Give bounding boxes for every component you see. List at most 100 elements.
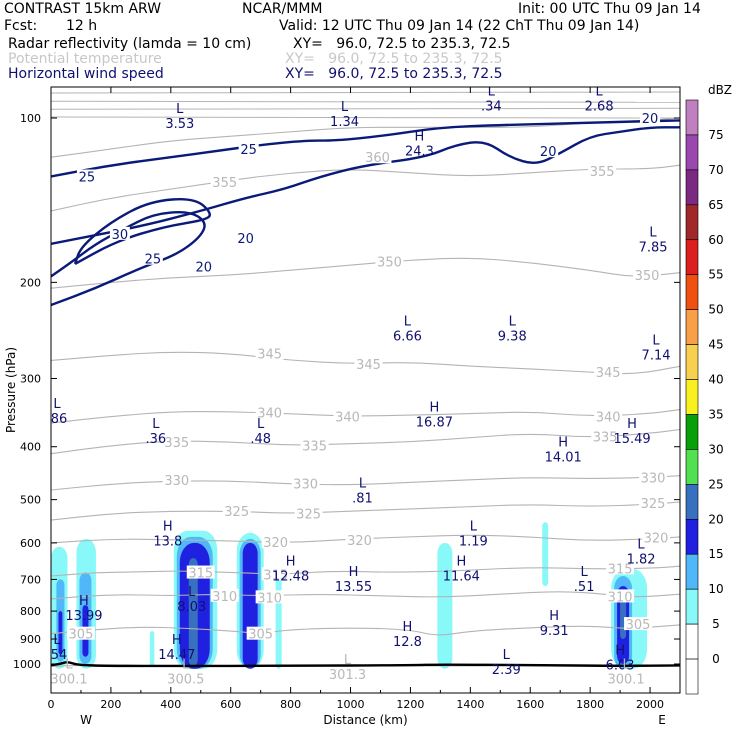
wind-label: 20 xyxy=(540,145,557,160)
x-tick-label: 200 xyxy=(100,698,121,711)
init-time: Init: 00 UTC Thu 09 Jan 14 xyxy=(518,1,701,17)
theta-label-bg xyxy=(642,530,671,544)
theta-label-bg xyxy=(591,429,620,443)
plot-frame xyxy=(50,86,681,694)
y-tick-label: 800 xyxy=(20,605,41,618)
theta-label-bg xyxy=(255,590,284,604)
theta-label-bg xyxy=(300,438,329,452)
theta-label: 315 xyxy=(608,562,633,577)
wind-contour xyxy=(51,211,206,307)
extremum-value: 7.85 xyxy=(639,241,668,256)
extremum-value: .51 xyxy=(574,580,595,595)
colorbar-band xyxy=(685,274,699,310)
theta-label-bg xyxy=(345,533,374,547)
colorbar-band xyxy=(685,239,699,276)
extremum-value: 1.82 xyxy=(627,553,656,568)
extremum-value: 13.99 xyxy=(65,609,102,624)
extremum-value: .36 xyxy=(145,432,166,447)
colorbar-band xyxy=(685,414,699,450)
theta-label-bg xyxy=(255,405,284,419)
theta-label: 330 xyxy=(293,477,318,492)
field-xy-reflectivity: XY= 96.0, 72.5 to 235.3, 72.5 xyxy=(293,36,511,52)
wind-label-bg xyxy=(238,142,259,156)
y-tick-label: 200 xyxy=(20,276,41,289)
reflectivity-cell xyxy=(149,630,155,667)
x-tick-label: 1000 xyxy=(337,698,365,711)
axes: 0 200 400 600 800 1000 1200 1400 1600 1800 2000 100… xyxy=(4,86,681,727)
colorbar-label: 30 xyxy=(708,442,723,456)
theta-contour xyxy=(51,624,680,636)
plot-area: 305 305 305 310 310 310 315 315 315 320 320 320 325 3… xyxy=(47,2,680,688)
wind-label-bg xyxy=(76,169,97,183)
colorbar-label: 40 xyxy=(708,373,723,387)
wind-label-bg xyxy=(142,251,163,265)
y-tick-label: 100 xyxy=(20,112,41,125)
extremum-type: L xyxy=(65,658,73,673)
extremum-type: L xyxy=(341,100,349,115)
theta-label: 305 xyxy=(626,618,651,633)
colorbar-band xyxy=(685,169,699,206)
colorbar-band xyxy=(685,623,699,660)
colorbar-label: 0 xyxy=(712,652,720,666)
extremum-value: 301.3 xyxy=(329,668,366,683)
colorbar-unit: dBZ xyxy=(708,83,732,97)
colorbar-band xyxy=(685,134,699,171)
valid-time: Valid: 12 UTC Thu 09 Jan 14 (22 ChT Thu … xyxy=(279,18,640,34)
theta-label-bg xyxy=(291,476,320,490)
theta-label-bg xyxy=(606,561,635,575)
extremum-value: 6.03 xyxy=(606,658,635,673)
colorbar-band xyxy=(685,518,699,555)
wind-label: 20 xyxy=(237,232,254,247)
theta-label: 315 xyxy=(188,567,213,582)
y-tick-label: 400 xyxy=(20,441,41,454)
colorbar-band xyxy=(685,379,699,415)
theta-label: 360 xyxy=(365,151,390,166)
field-name-reflectivity: Radar reflectivity (lamda = 10 cm) xyxy=(8,36,252,52)
extremum-type: L xyxy=(622,658,630,673)
extremum-value: 6.66 xyxy=(393,330,422,345)
theta-contour-upper xyxy=(51,91,680,94)
theta-label-bg xyxy=(66,626,95,640)
colorbar-band xyxy=(685,99,699,136)
theta-label: 355 xyxy=(590,165,615,180)
wind-label-bg xyxy=(109,226,130,240)
theta-label: 325 xyxy=(296,507,321,522)
theta-label-bg xyxy=(588,163,617,177)
extremum-value: .54 xyxy=(47,648,68,663)
x-tick-label: 1400 xyxy=(456,698,484,711)
wind-contour xyxy=(73,198,211,265)
theta-contour-upper xyxy=(51,56,680,57)
extremum-value: 13.8 xyxy=(153,535,182,550)
theta-contour-upper xyxy=(51,35,680,36)
extremum-type: H xyxy=(558,436,568,451)
terrain-line xyxy=(51,661,680,668)
colorbar-band xyxy=(685,588,699,625)
extremum-type: H xyxy=(456,554,466,569)
colorbar-band xyxy=(685,204,699,241)
reflectivity-cell xyxy=(188,558,198,667)
forecast-label: Fcst: xyxy=(4,18,38,34)
extremum-value: 13.55 xyxy=(335,580,372,595)
x-axis-title: Distance (km) xyxy=(323,713,407,727)
extremum-value: 300.5 xyxy=(167,673,204,688)
theta-label: 305 xyxy=(69,628,94,643)
model-name: CONTRAST 15km ARW xyxy=(4,1,162,17)
wind-label: 20 xyxy=(642,112,659,127)
theta-label: 345 xyxy=(596,366,621,381)
theta-label-bg xyxy=(594,365,623,379)
theta-label-bg xyxy=(375,254,404,268)
extremum-type: L xyxy=(596,85,604,100)
colorbar-label: 20 xyxy=(708,512,723,526)
theta-label-bg xyxy=(210,588,239,602)
theta-label-bg xyxy=(633,268,662,282)
west-label: W xyxy=(80,713,92,727)
theta-contour-upper xyxy=(51,2,680,3)
y-tick-label: 700 xyxy=(20,573,41,586)
x-tick-label: 1600 xyxy=(516,698,544,711)
theta-contour xyxy=(51,164,680,212)
extremum-value: 2.68 xyxy=(585,100,614,115)
theta-label-bg xyxy=(186,565,215,579)
wind-label-bg xyxy=(235,231,256,245)
theta-label: 320 xyxy=(347,534,372,549)
